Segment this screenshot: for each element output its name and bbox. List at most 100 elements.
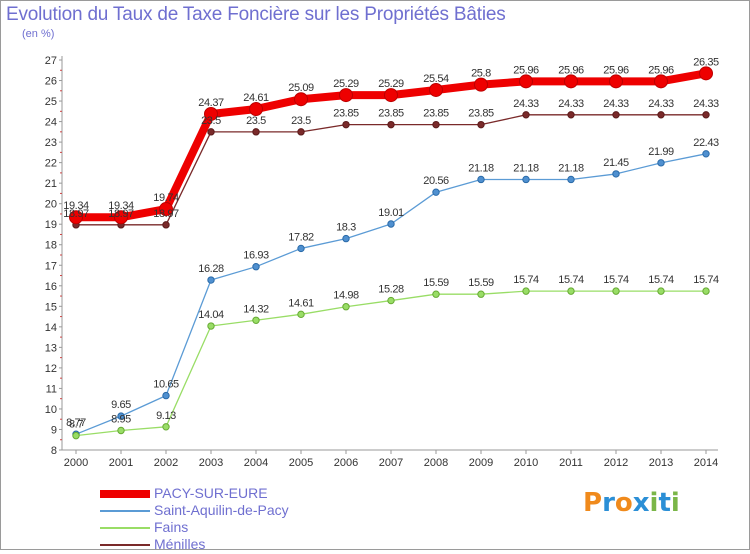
data-point [297,244,305,253]
legend-swatch [100,510,150,512]
data-label: 9.65 [111,399,131,411]
y-tick-label: 8 [51,445,57,457]
data-label: 25.09 [288,82,314,94]
data-point [432,120,440,129]
data-point [657,111,665,119]
data-label: 21.18 [558,162,584,174]
y-tick-label: 14 [45,322,57,334]
chart-subtitle: (en %) [22,28,55,40]
data-point [162,423,170,431]
proxiti-logo: Proxiti [583,488,680,518]
data-point [114,210,128,225]
data-label: 15.28 [378,284,404,296]
data-point [477,290,485,298]
x-tick-label: 2011 [559,457,583,469]
data-point [432,188,440,196]
legend-swatch [100,544,150,546]
data-point [477,175,485,184]
data-label: 15.74 [513,274,539,286]
data-point [609,74,623,89]
data-label: 18.97 [63,208,89,220]
data-label: 15.59 [423,277,449,289]
data-point [387,120,395,129]
y-tick-label: 25 [45,96,57,108]
data-point [699,66,713,81]
x-tick-label: 2014 [694,457,718,469]
data-point [204,106,218,121]
data-label: 25.96 [558,64,584,76]
data-label: 23.85 [423,108,449,120]
y-tick-label: 17 [45,260,57,272]
data-label: 9.13 [156,410,176,422]
data-point [162,221,170,229]
data-point [117,412,125,420]
data-label: 14.32 [243,303,269,315]
data-label: 24.33 [558,98,584,110]
data-label: 10.65 [153,379,179,391]
data-label: 24.33 [648,98,674,110]
data-point [339,88,353,103]
y-tick-label: 15 [45,301,57,313]
data-point [297,310,305,319]
data-point [207,276,215,284]
y-tick-label: 18 [45,240,57,252]
data-label: 8.77 [66,417,86,429]
data-label: 14.61 [288,297,314,309]
data-point [474,77,488,92]
data-label: 25.29 [378,78,404,90]
x-tick-label: 2009 [469,457,493,469]
data-point [162,391,170,400]
x-tick-label: 2005 [289,457,313,469]
data-point [522,111,530,119]
x-tick-label: 2004 [244,457,268,469]
data-point [429,82,443,97]
legend-swatch [100,490,150,498]
data-point [519,74,533,89]
data-point [477,120,485,129]
data-point [342,234,350,243]
x-tick-label: 2012 [604,457,628,469]
data-label: 21.18 [513,162,539,174]
x-tick-label: 2008 [424,457,448,469]
data-label: 19.74 [153,192,179,204]
legend-label: Ménilles [154,536,206,552]
data-label: 21.45 [603,157,629,169]
data-point [564,74,578,89]
x-tick-label: 2003 [199,457,223,469]
logo-letter: r [602,488,615,518]
data-label: 14.04 [198,309,224,321]
data-label: 21.18 [468,162,494,174]
logo-letter: i [670,488,680,518]
data-label: 18.97 [153,208,179,220]
data-label: 8.7 [69,419,83,431]
data-point [252,316,260,324]
x-tick-label: 2007 [379,457,403,469]
data-point [522,287,530,295]
logo-letter: o [614,488,633,518]
data-label: 19.34 [108,200,134,212]
data-point [567,175,575,184]
data-label: 24.33 [603,98,629,110]
data-point [567,287,575,295]
data-label: 25.96 [603,64,629,76]
data-label: 18.3 [336,222,356,234]
data-label: 15.74 [648,274,674,286]
legend-label: Fains [154,519,189,535]
data-label: 24.61 [243,92,269,104]
data-point [702,287,710,295]
y-tick-label: 13 [45,342,57,354]
data-label: 21.99 [648,146,674,158]
data-label: 26.35 [693,56,719,68]
data-label: 25.8 [471,68,491,80]
data-label: 19.34 [63,200,89,212]
y-tick-label: 11 [46,383,57,395]
data-point [522,175,530,184]
data-point [342,120,350,129]
data-label: 25.29 [333,78,359,90]
data-point [654,74,668,89]
y-tick-label: 22 [45,158,57,170]
data-point [657,287,665,295]
data-point [207,128,215,136]
y-tick-label: 10 [45,404,57,416]
